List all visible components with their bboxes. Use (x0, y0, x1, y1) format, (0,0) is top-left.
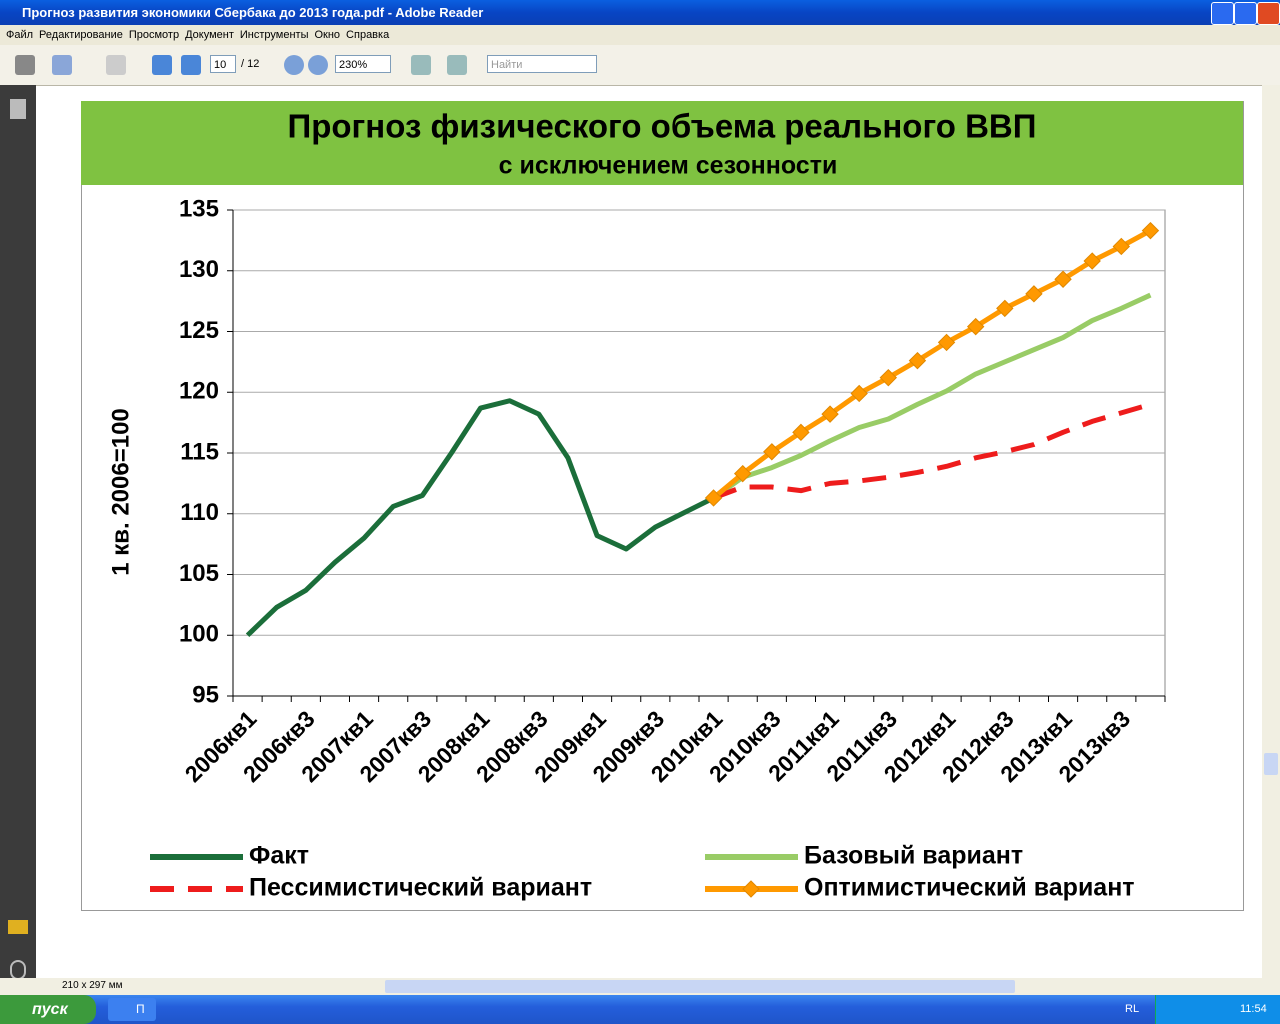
y-tick-label: 105 (179, 560, 219, 587)
marker (733, 464, 752, 483)
y-tick-label: 95 (192, 681, 219, 708)
taskbar: пуск П RL 11:54 (0, 995, 1280, 1024)
legend-label: Базовый вариант (804, 842, 1023, 870)
page-count: / 12 (241, 58, 260, 70)
y-tick-label: 135 (179, 195, 219, 222)
fit-page[interactable] (447, 55, 467, 75)
series-line (712, 292, 1152, 500)
marker (1141, 221, 1160, 240)
chart-subtitle: с исключением сезонности (499, 152, 838, 180)
series-line (245, 398, 715, 638)
marker (792, 423, 810, 442)
zoom-input[interactable]: 230% (335, 55, 391, 73)
menu-item[interactable]: Справка (346, 29, 390, 41)
scroll-thumb[interactable] (1264, 753, 1278, 775)
marker (821, 405, 839, 423)
toolbar: 10 / 12 230% Найти (0, 45, 1280, 86)
maximize[interactable] (1234, 2, 1257, 25)
marker (763, 443, 781, 461)
language: RL (1125, 1003, 1140, 1015)
y-tick-label: 125 (179, 317, 219, 344)
menu-item[interactable]: Инструменты (239, 29, 309, 41)
zoom-out[interactable] (284, 55, 304, 75)
scroll-thumb[interactable] (385, 980, 1015, 993)
series-line (711, 228, 1152, 500)
menu-item[interactable]: Просмотр (128, 29, 180, 41)
marker (850, 384, 868, 403)
print[interactable] (15, 55, 35, 75)
y-tick-label: 115 (180, 438, 219, 465)
comments-icon[interactable] (8, 920, 28, 934)
chart-header (81, 101, 1243, 185)
marker (1112, 237, 1131, 256)
y-tick-label: 120 (179, 378, 219, 405)
minimize[interactable] (1211, 2, 1234, 25)
task-button[interactable]: П (108, 998, 156, 1021)
pages-icon[interactable] (10, 99, 26, 119)
fit-width[interactable] (411, 55, 431, 75)
email[interactable] (52, 55, 72, 75)
page-input[interactable]: 10 (210, 55, 236, 73)
legend-label: Факт (249, 842, 309, 870)
chart-title: Прогноз физического объема реального ВВП (288, 108, 1037, 145)
marker (704, 489, 723, 507)
next-page[interactable] (181, 55, 201, 75)
menu-bar: Файл Редактирование Просмотр Документ Инстру… (0, 25, 1280, 45)
marker (1083, 252, 1101, 270)
y-tick-label: 100 (179, 621, 219, 648)
marker (937, 333, 956, 352)
marker (996, 299, 1014, 318)
legend-label: Пессимистический вариант (249, 874, 592, 902)
side-panel (0, 85, 36, 995)
title-bar: Прогноз развития экономики Сбербака до 2… (0, 0, 1280, 25)
marker (879, 368, 898, 387)
marker (966, 317, 985, 336)
search-box[interactable]: Найти (487, 55, 597, 73)
clock: 11:54 (1240, 1003, 1267, 1015)
window-title: Прогноз развития экономики Сбербака до 2… (22, 5, 484, 20)
horizontal-scrollbar[interactable]: 210 x 297 мм (0, 978, 1280, 995)
marker (1054, 270, 1072, 288)
legend-marker (742, 880, 760, 898)
y-axis-label: 1 кв. 2006=100 (107, 408, 134, 576)
sign[interactable] (106, 55, 126, 75)
zoom-in[interactable] (308, 55, 328, 75)
menu-item[interactable]: Документ (185, 29, 234, 41)
y-tick-label: 130 (179, 256, 219, 283)
start-button[interactable]: пуск (0, 995, 96, 1024)
marker (908, 351, 927, 370)
menu-item[interactable]: Окно (314, 29, 341, 41)
marker (1025, 285, 1043, 303)
menu-item[interactable]: Файл (6, 29, 34, 41)
y-tick-label: 110 (180, 499, 219, 526)
legend-label: Оптимистический вариант (804, 874, 1135, 902)
menu-item[interactable]: Редактирование (39, 29, 123, 41)
chart: Прогноз физического объема реального ВВП… (81, 101, 1243, 902)
vertical-scrollbar[interactable] (1262, 85, 1280, 978)
prev-page[interactable] (152, 55, 172, 75)
page-size: 210 x 297 мм (62, 980, 123, 991)
